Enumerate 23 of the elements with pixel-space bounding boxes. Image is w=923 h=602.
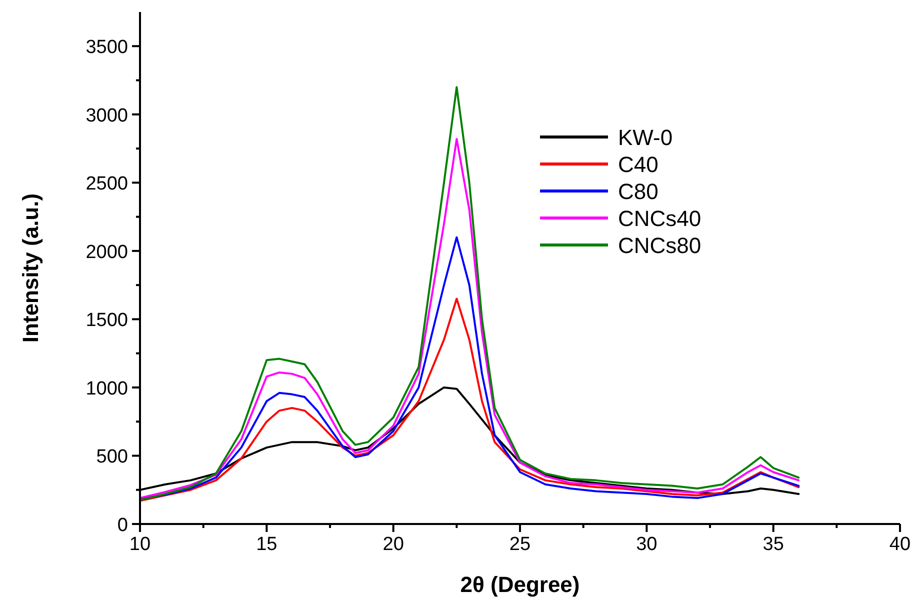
y-tick-label: 3000 [86, 105, 128, 126]
legend-label: KW-0 [618, 125, 673, 150]
x-tick-label: 25 [509, 534, 531, 555]
legend-label: CNCs80 [618, 233, 702, 258]
legend-label: C80 [618, 179, 658, 204]
y-tick-label: 0 [117, 515, 128, 536]
y-tick-label: 500 [96, 446, 128, 468]
x-axis-title: 2θ (Degree) [460, 572, 580, 597]
y-tick-label: 2500 [86, 174, 128, 195]
x-tick-label: 15 [256, 534, 278, 555]
y-tick-label: 3500 [86, 37, 128, 58]
y-axis-title: Intensity (a.u.) [18, 193, 43, 343]
x-tick-label: 10 [129, 534, 151, 555]
y-tick-label: 1000 [86, 378, 128, 400]
y-tick-label: 2000 [86, 242, 128, 263]
legend-label: CNCs40 [618, 206, 702, 231]
x-tick-label: 30 [636, 534, 658, 555]
x-tick-label: 35 [762, 534, 784, 555]
line-series [140, 298, 800, 502]
x-tick-label: 40 [889, 534, 911, 555]
x-tick-label: 20 [382, 534, 404, 555]
y-tick-label: 1500 [86, 310, 128, 332]
legend-label: C40 [618, 152, 658, 177]
